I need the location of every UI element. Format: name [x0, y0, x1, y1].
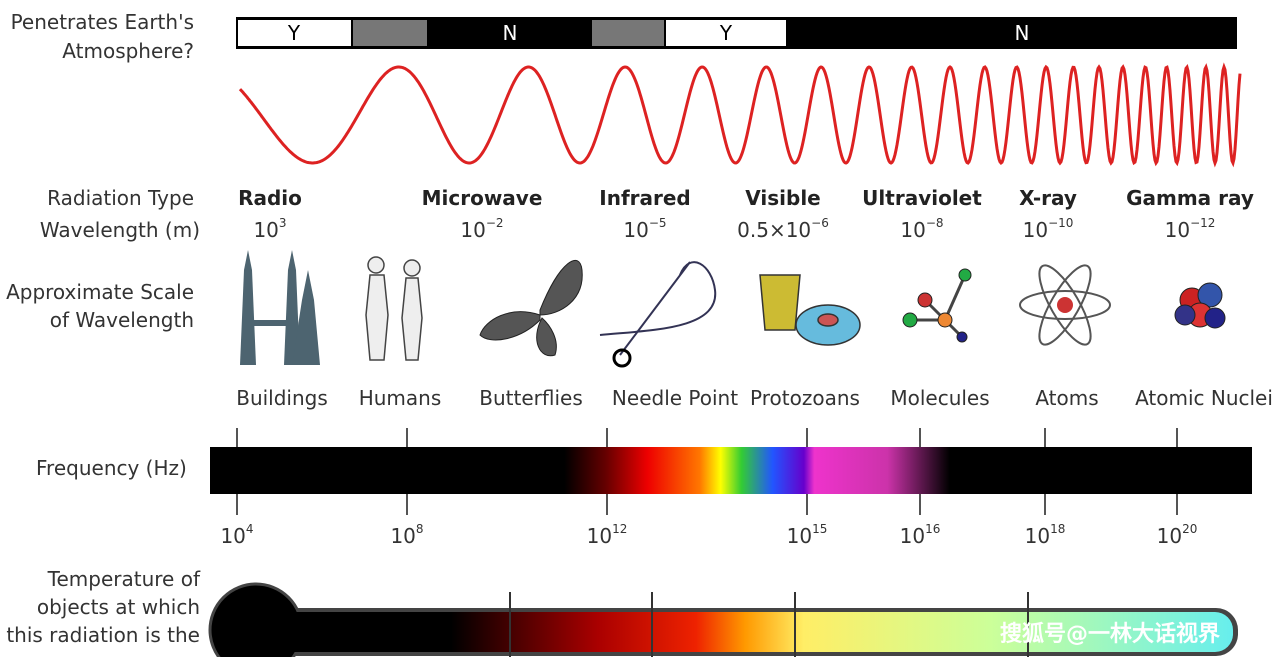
- wavelength: 10−2: [460, 216, 504, 242]
- thermometer: [208, 582, 1238, 657]
- exponent: −10: [1048, 216, 1074, 231]
- radiation-type: Microwave: [421, 186, 543, 210]
- atmosphere-label: Penetrates Earth's Atmosphere?: [10, 10, 194, 63]
- icons: [240, 250, 1226, 368]
- segment: Y: [719, 21, 733, 45]
- frequency-tick: 1018: [1024, 522, 1066, 548]
- frequency-bar: [210, 447, 1252, 494]
- scale-object: Atomic Nuclei: [1135, 386, 1273, 410]
- exponent: −6: [811, 216, 829, 231]
- wavelength: 10−12: [1164, 216, 1216, 242]
- radiation-type: Ultraviolet: [862, 186, 982, 210]
- wavelength: 10−8: [900, 216, 944, 242]
- exponent: 15: [812, 522, 828, 537]
- base: 10: [220, 524, 246, 548]
- base: 0.5×10: [737, 218, 812, 242]
- scale-object: Buildings: [236, 386, 328, 410]
- scale-object: Butterflies: [479, 386, 583, 410]
- frequency-tick: 1016: [899, 522, 941, 548]
- exponent: −5: [648, 216, 667, 231]
- scale-label: Approximate Scale of Wavelength: [6, 280, 194, 332]
- frequency-tick: 1012: [586, 522, 628, 548]
- type-label: Radiation Type: [47, 186, 194, 210]
- scale-object: Protozoans: [750, 386, 860, 410]
- base: 10: [900, 218, 926, 242]
- exponent: 20: [1182, 522, 1198, 537]
- frequency-label: Frequency (Hz): [36, 456, 187, 480]
- exponent: −2: [485, 216, 504, 231]
- base: 10: [390, 524, 416, 548]
- base: 10: [1156, 524, 1183, 548]
- wavelength: 103: [253, 216, 287, 242]
- exponent: 18: [1050, 522, 1066, 537]
- exponent: 3: [278, 216, 287, 231]
- frequency-tick: 108: [390, 522, 424, 548]
- segment: Y: [287, 21, 301, 45]
- radiation-type: Gamma ray: [1126, 186, 1254, 210]
- ticks: [236, 428, 1178, 515]
- radiation-type: Visible: [745, 186, 821, 210]
- scale-object: Molecules: [890, 386, 990, 410]
- radiation-type: Infrared: [599, 186, 691, 210]
- exponent: 16: [925, 522, 941, 537]
- base: 10: [1022, 218, 1049, 242]
- base: 10: [623, 218, 649, 242]
- radiation-type: X-ray: [1019, 186, 1077, 210]
- exponent: −8: [925, 216, 944, 231]
- watermark: 搜狐号@一林大话视界: [1000, 622, 1221, 647]
- exponent: 4: [245, 522, 254, 537]
- wavelength: 10−10: [1022, 216, 1074, 242]
- exponent: 12: [612, 522, 628, 537]
- segment: N: [1014, 21, 1030, 45]
- base: 10: [253, 218, 279, 242]
- scale-object: Atoms: [1035, 386, 1099, 410]
- wave: [238, 62, 1242, 168]
- base: 10: [1164, 218, 1191, 242]
- exponent: −12: [1190, 216, 1216, 231]
- scale-object: Humans: [358, 386, 442, 410]
- wavelength-label: Wavelength (m): [39, 218, 200, 242]
- radiation-type: Radio: [238, 186, 302, 210]
- base: 10: [586, 524, 613, 548]
- segment: N: [502, 21, 518, 45]
- scale-object: Needle Point: [611, 386, 739, 410]
- base: 10: [460, 218, 486, 242]
- base: 10: [786, 524, 813, 548]
- frequency-tick: 1020: [1156, 522, 1198, 548]
- wavelength: 0.5×10−6: [737, 216, 829, 242]
- temperature-label: Temperature of objects at which this radia…: [6, 567, 200, 647]
- wavelength: 10−5: [623, 216, 667, 242]
- exponent: 8: [415, 522, 424, 537]
- base: 10: [899, 524, 926, 548]
- atmosphere-bar: [236, 17, 1237, 49]
- frequency-tick: 1015: [786, 522, 828, 548]
- frequency-tick: 104: [220, 522, 254, 548]
- base: 10: [1024, 524, 1051, 548]
